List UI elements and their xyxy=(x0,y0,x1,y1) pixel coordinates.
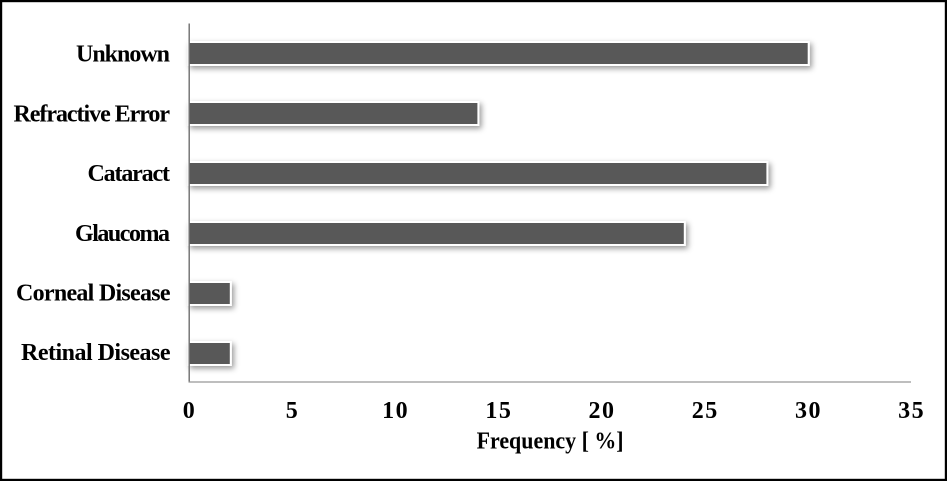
svg-text:Refractive Error: Refractive Error xyxy=(14,101,171,127)
svg-text:25: 25 xyxy=(692,398,718,424)
svg-text:5: 5 xyxy=(286,398,298,424)
svg-text:Glaucoma: Glaucoma xyxy=(75,221,170,247)
svg-text:Corneal Disease: Corneal Disease xyxy=(16,281,171,307)
svg-text:30: 30 xyxy=(795,398,821,424)
svg-text:15: 15 xyxy=(485,398,511,424)
svg-text:35: 35 xyxy=(898,398,924,424)
svg-text:20: 20 xyxy=(589,398,615,424)
svg-text:Frequency [ %]: Frequency [ %] xyxy=(477,429,624,455)
svg-text:Cataract: Cataract xyxy=(88,161,171,187)
svg-text:10: 10 xyxy=(382,398,408,424)
svg-text:Retinal Disease: Retinal Disease xyxy=(21,340,171,366)
svg-text:Unknown: Unknown xyxy=(76,42,170,68)
svg-text:0: 0 xyxy=(183,398,195,424)
